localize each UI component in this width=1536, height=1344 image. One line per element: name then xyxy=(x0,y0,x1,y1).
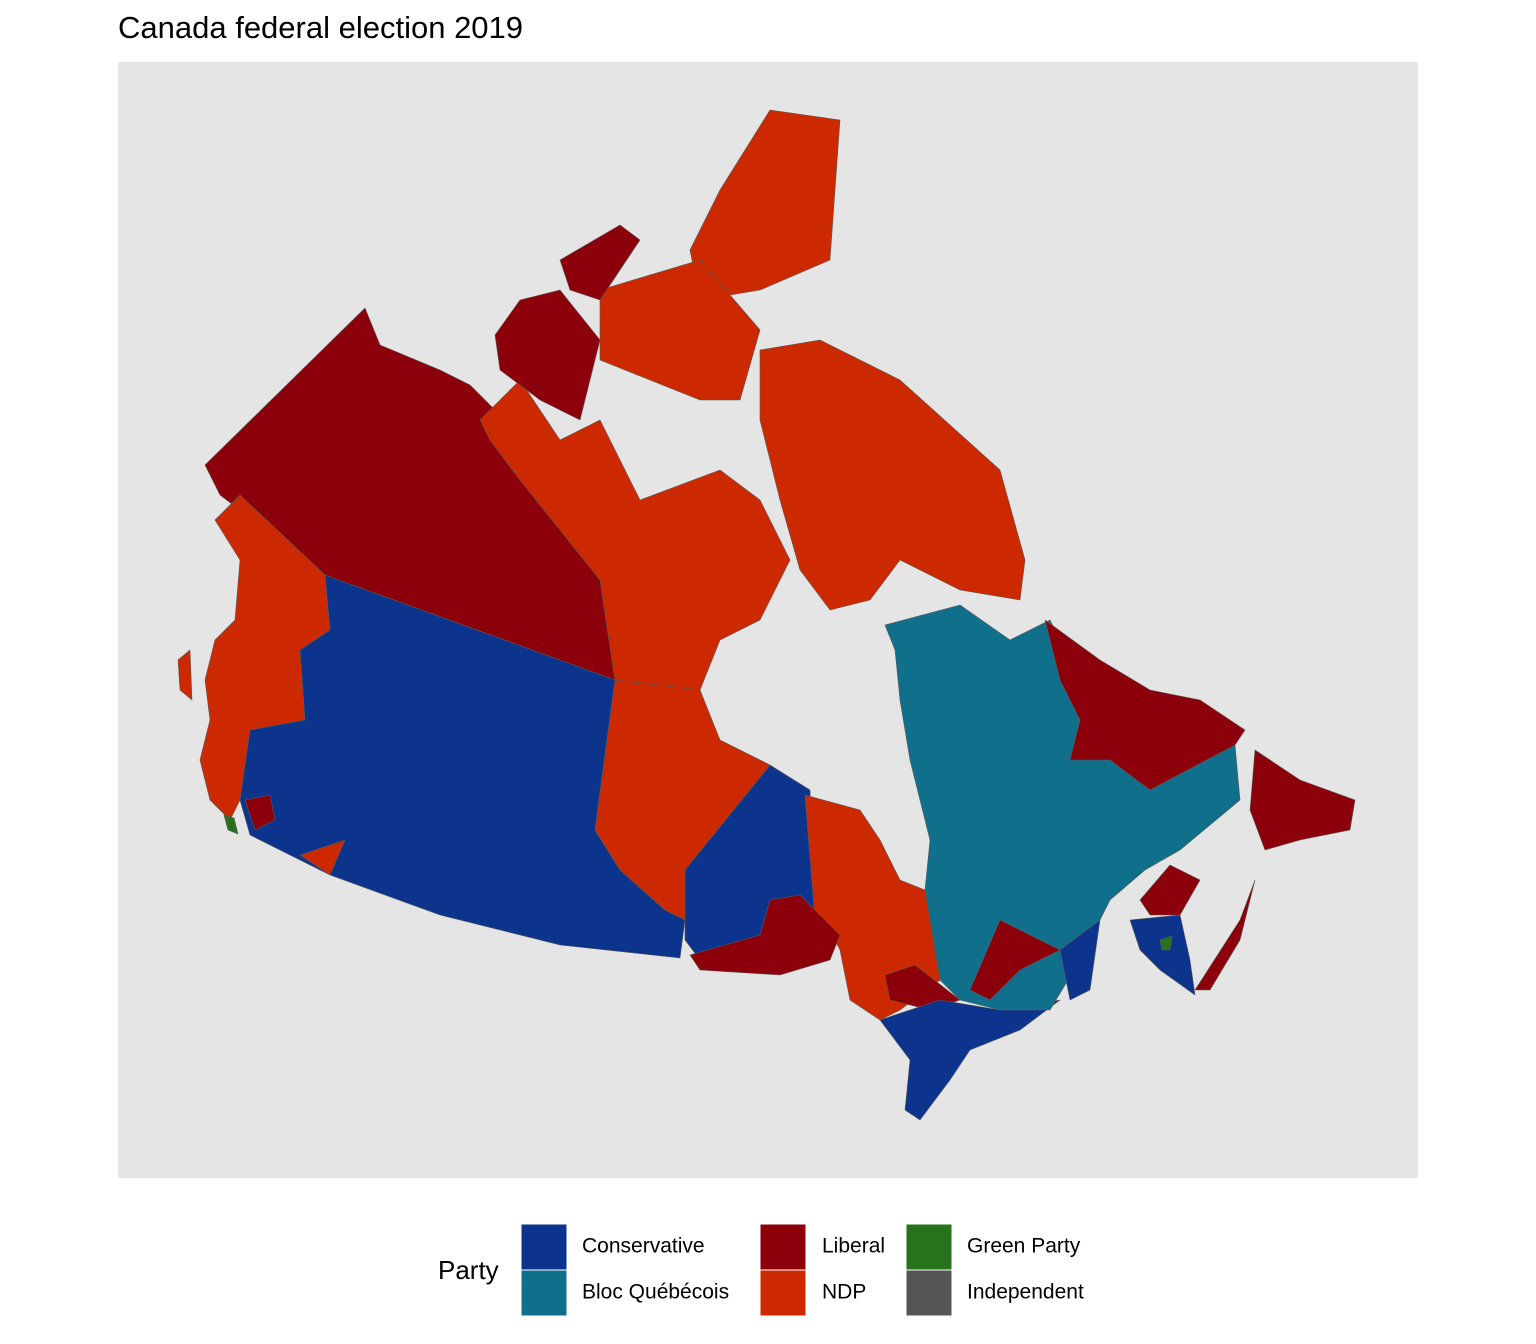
region xyxy=(223,814,239,835)
region xyxy=(1139,864,1201,916)
region xyxy=(879,999,1061,1121)
region xyxy=(1249,749,1356,851)
legend-swatch xyxy=(905,1223,953,1271)
legend-swatch xyxy=(520,1269,568,1317)
legend-swatch xyxy=(759,1269,807,1317)
title: Canada federal election 2019 xyxy=(118,10,523,45)
region xyxy=(479,379,791,691)
legend-title: Party xyxy=(438,1255,499,1285)
region xyxy=(299,839,346,876)
legend-swatch xyxy=(759,1223,807,1271)
map xyxy=(177,109,1356,1121)
region xyxy=(244,794,276,831)
region xyxy=(1194,879,1256,991)
legend-label: NDP xyxy=(822,1281,866,1304)
region xyxy=(1044,619,1246,791)
region xyxy=(759,339,1026,611)
legend-swatch xyxy=(905,1269,953,1317)
legend: Conservative Bloc Québécois Liberal NDP Gree… xyxy=(520,1223,1084,1317)
region xyxy=(177,649,193,701)
legend-label: Bloc Québécois xyxy=(582,1281,729,1304)
region xyxy=(494,289,601,421)
region xyxy=(1059,919,1101,1001)
region xyxy=(559,224,641,301)
legend-swatch xyxy=(520,1223,568,1271)
legend-label: Green Party xyxy=(967,1235,1081,1258)
region xyxy=(689,109,841,301)
legend-label: Liberal xyxy=(822,1235,885,1258)
region xyxy=(1159,935,1173,951)
region xyxy=(599,259,761,401)
legend-label: Conservative xyxy=(582,1235,705,1258)
legend-label: Independent xyxy=(967,1281,1084,1304)
region xyxy=(689,894,841,976)
region xyxy=(969,919,1061,1001)
